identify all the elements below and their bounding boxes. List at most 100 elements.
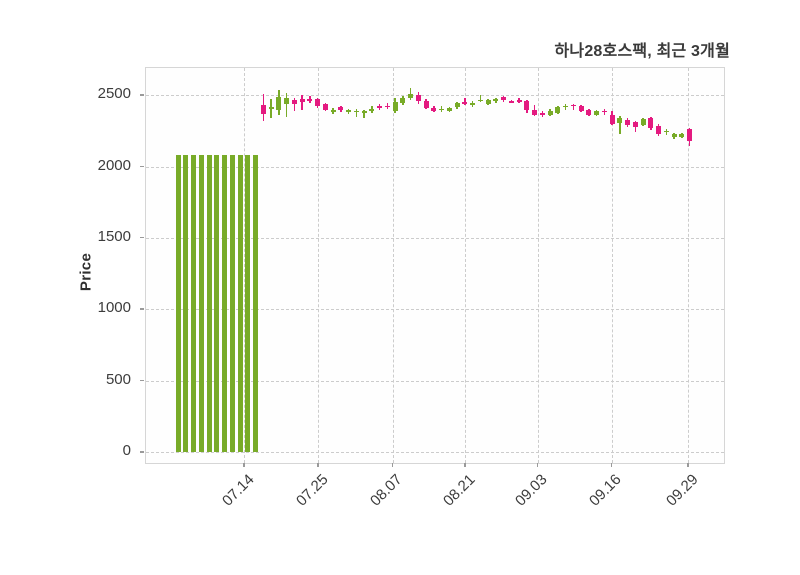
candle-up (284, 97, 289, 104)
candle-up (369, 109, 375, 112)
y-tick-mark (140, 379, 144, 382)
candle-up (408, 93, 413, 98)
anomaly-bar (206, 155, 212, 452)
candle-up (640, 119, 646, 125)
candle-up (477, 99, 483, 102)
candle-down (322, 104, 328, 110)
anomaly-bar (222, 155, 227, 452)
gridline-vertical (392, 68, 394, 463)
y-tick-label: 500 (105, 370, 131, 388)
candle-up (400, 98, 406, 103)
candle-up (547, 110, 553, 115)
candle-down (299, 98, 305, 102)
candle-down (578, 106, 584, 111)
gridline-vertical (611, 68, 613, 463)
candle-down (291, 100, 297, 104)
candle-down (625, 119, 630, 126)
candle-down (570, 104, 576, 107)
y-tick-label: 1000 (97, 299, 131, 317)
candle-up (679, 134, 685, 137)
candle-up (555, 107, 561, 113)
candle-up (617, 118, 623, 123)
y-tick-label: 2500 (97, 85, 131, 103)
candle-up (470, 102, 475, 105)
candle-wick-down (301, 95, 303, 110)
chart-title: 하나28호스팩, 최근 3개월 (554, 43, 730, 60)
candle-up (563, 105, 568, 108)
candle-up (663, 130, 669, 133)
candle-down (656, 125, 661, 135)
candle-down (415, 94, 421, 101)
candle-down (508, 101, 514, 103)
anomaly-bar (183, 155, 189, 452)
candle-down (338, 106, 344, 111)
candle-down (516, 99, 522, 102)
candle-up (446, 107, 452, 112)
candle-wick-down (572, 103, 574, 111)
candle-down (260, 105, 266, 115)
anomaly-bar (237, 155, 243, 452)
candle-wick-down (293, 97, 295, 112)
plot-area (145, 67, 725, 464)
candle-down (501, 97, 506, 101)
y-tick-label: 0 (122, 442, 131, 459)
candle-down (586, 109, 592, 115)
candle-wick-up (285, 92, 288, 117)
x-tick-mark (610, 463, 613, 467)
anomaly-bar (253, 155, 258, 452)
candle-down (532, 109, 537, 115)
candle-down (601, 110, 607, 113)
candle-wick-up (409, 87, 412, 100)
candle-up (485, 100, 491, 104)
y-tick-label: 2000 (97, 156, 131, 174)
y-tick-mark (140, 451, 144, 453)
x-tick-mark (687, 463, 689, 467)
candle-down (632, 121, 638, 127)
x-tick-mark (536, 463, 539, 467)
candle-down (315, 99, 320, 107)
candle-wick-up (619, 115, 621, 134)
candle-up (439, 108, 444, 111)
candle-wick-down (464, 97, 466, 106)
anomaly-bar (214, 155, 220, 452)
anomaly-bar (198, 155, 204, 452)
candle-up (353, 110, 359, 113)
gridline-vertical (244, 68, 246, 463)
candle-up (276, 96, 282, 111)
anomaly-bar (175, 155, 181, 452)
candle-wick-up (479, 94, 481, 103)
candle-wick-up (495, 98, 497, 104)
x-tick-mark (391, 463, 394, 467)
candle-up (671, 133, 677, 138)
x-tick-mark (317, 463, 319, 467)
candle-down (609, 114, 615, 124)
candle-down (431, 108, 437, 111)
candle-up (346, 109, 351, 113)
candle-up (594, 111, 599, 115)
gridline-vertical (318, 68, 320, 463)
x-tick-mark (464, 463, 466, 467)
candle-down (423, 101, 429, 108)
candle-down (648, 118, 654, 128)
candle-down (462, 101, 468, 104)
y-tick-mark (140, 236, 144, 239)
anomaly-bar (191, 155, 196, 452)
gridline-vertical (688, 68, 690, 463)
candle-down (377, 106, 382, 109)
candle-down (307, 98, 313, 102)
y-axis-label: Price (77, 252, 95, 292)
candle-down (524, 101, 530, 110)
y-tick-mark (140, 165, 144, 167)
gridline-horizontal (146, 380, 724, 382)
candle-down (539, 112, 545, 116)
candle-up (268, 106, 274, 110)
candle-down (687, 129, 692, 142)
y-tick-mark (140, 94, 144, 96)
candle-up (361, 110, 367, 114)
candle-up (493, 99, 499, 101)
gridline-vertical (537, 68, 539, 463)
gridline-horizontal (146, 452, 724, 453)
candle-up (392, 101, 398, 112)
candle-wick-up (355, 109, 357, 117)
